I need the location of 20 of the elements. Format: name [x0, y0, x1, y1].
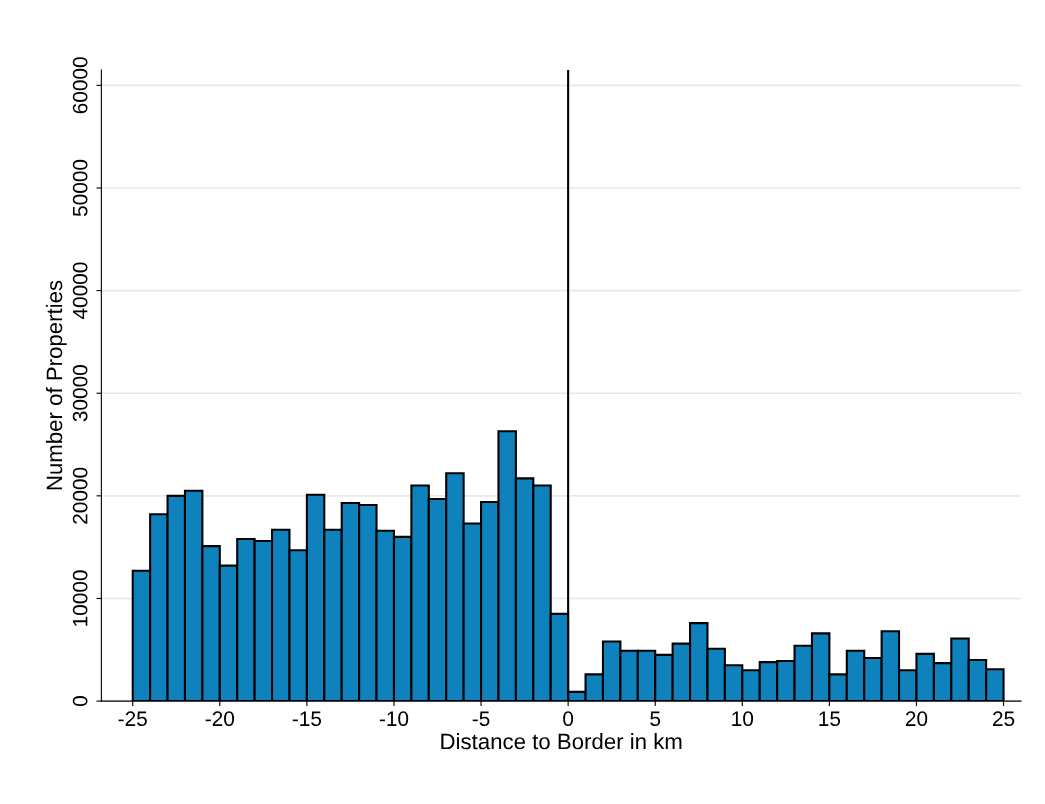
x-tick-label: 5 [650, 711, 661, 727]
x-tick-label: -25 [118, 711, 147, 727]
y-tick-label: 20000 [72, 467, 88, 524]
x-tick-label: 20 [905, 711, 928, 727]
x-tick-label: 25 [993, 711, 1015, 727]
x-tick-label: 0 [563, 711, 574, 727]
y-tick-label: 30000 [72, 365, 88, 422]
y-tick-label: 50000 [72, 159, 88, 217]
x-tick-label: -20 [205, 711, 235, 727]
y-tick-label: 10000 [72, 570, 88, 626]
x-axis-title: Distance to Border in km [441, 733, 682, 750]
x-tick-label: -5 [472, 711, 490, 727]
x-tick-label: 10 [732, 711, 754, 727]
x-tick-label: -10 [379, 711, 409, 727]
x-tick-label: 15 [819, 711, 841, 727]
y-tick-label: 0 [72, 696, 88, 707]
y-tick-label: 40000 [72, 262, 88, 320]
x-tick-label: -15 [292, 711, 322, 727]
y-axis-title: Number of Properties [45, 280, 67, 490]
y-tick-label: 60000 [72, 57, 88, 114]
